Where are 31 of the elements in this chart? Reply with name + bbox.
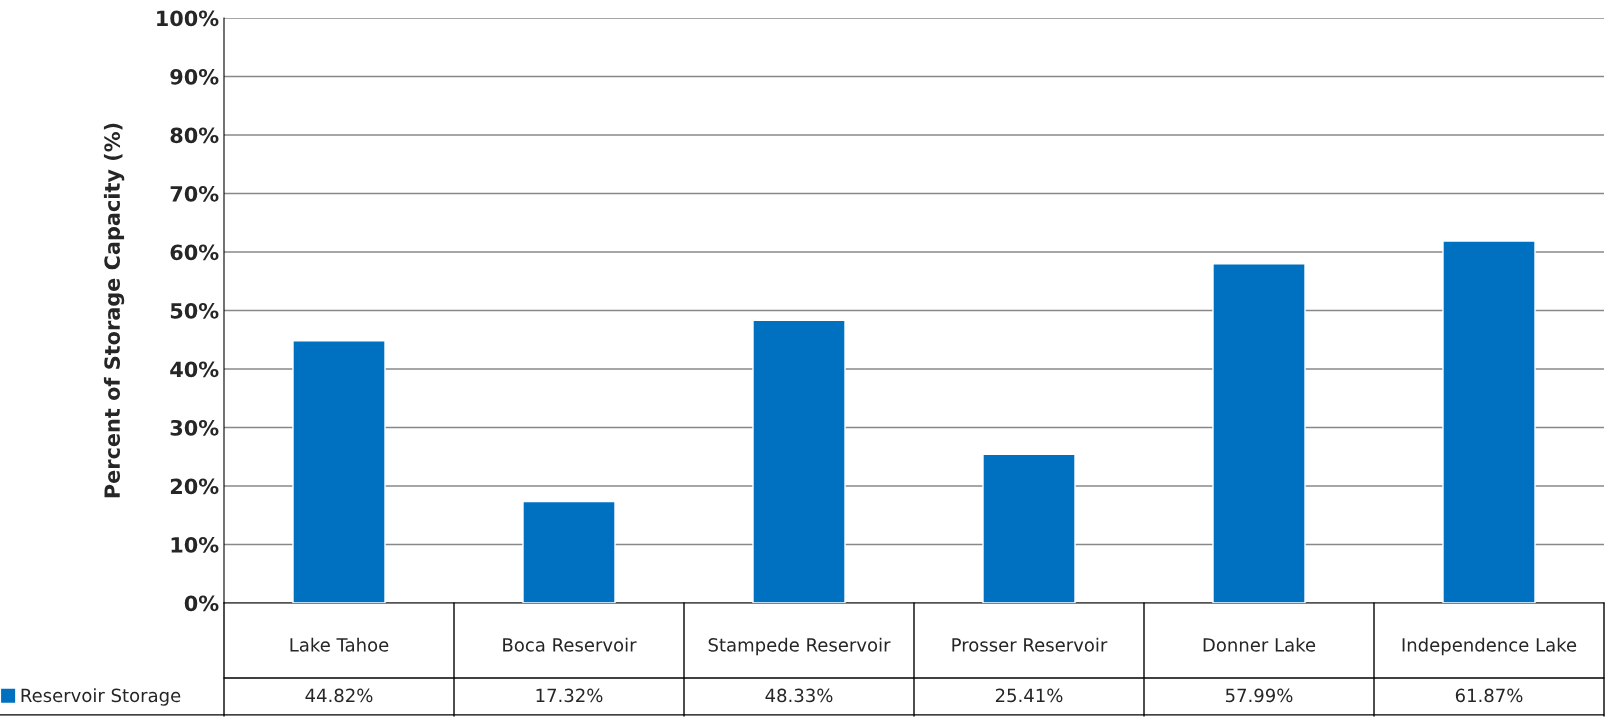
bar xyxy=(1442,240,1536,603)
x-tick-label: Prosser Reservoir xyxy=(952,637,1108,652)
legend-label: Reservoir Storage xyxy=(21,688,181,706)
data-label: 48.33% xyxy=(765,688,833,703)
y-tick-label: 40% xyxy=(170,361,219,378)
x-tick-label: Stampede Reservoir xyxy=(708,637,891,656)
y-tick-label: 10% xyxy=(171,536,219,553)
data-label: 17.32% xyxy=(536,688,603,703)
data-label: 57.99% xyxy=(1225,688,1293,703)
bar xyxy=(752,319,846,603)
x-tick-label: Boca Reservoir xyxy=(503,637,637,652)
x-tick-label: Independence Lake xyxy=(1402,637,1577,656)
bar xyxy=(292,340,386,603)
data-label: 61.87% xyxy=(1455,688,1523,703)
y-tick-label: 90% xyxy=(170,68,219,85)
y-tick-label: 60% xyxy=(170,244,219,261)
y-tick-label: 80% xyxy=(170,127,219,144)
bar xyxy=(1212,263,1306,603)
y-tick-label: 100% xyxy=(157,10,219,27)
y-tick-label: 50% xyxy=(170,302,219,319)
y-tick-label: 30% xyxy=(170,419,219,436)
y-axis-title: Percent of Storage Capacity (%) xyxy=(103,123,125,498)
y-tick-label: 20% xyxy=(170,478,219,495)
data-label: 44.82% xyxy=(305,688,373,703)
x-tick-label: Donner Lake xyxy=(1203,637,1316,652)
bar xyxy=(982,453,1076,603)
y-tick-label: 70% xyxy=(170,185,219,202)
x-tick-label: Lake Tahoe xyxy=(290,637,389,652)
data-label: 25.41% xyxy=(995,688,1063,703)
y-tick-label: 0% xyxy=(184,595,219,612)
bar xyxy=(522,500,616,603)
